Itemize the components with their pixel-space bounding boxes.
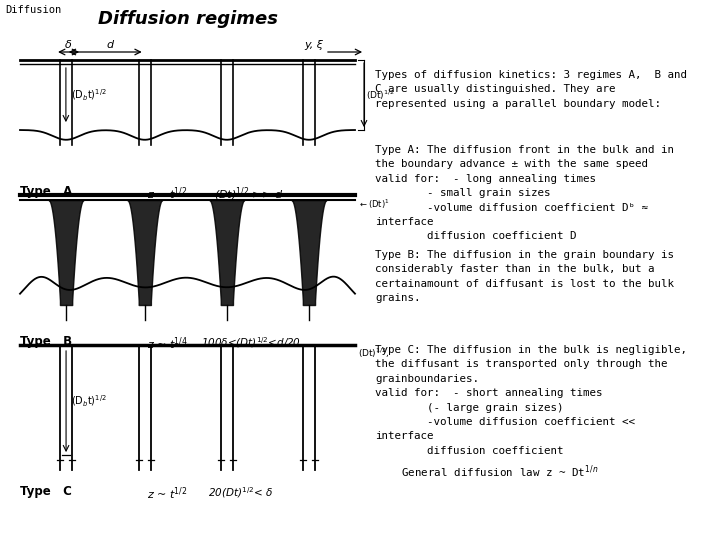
Text: Diffusion: Diffusion [5,5,61,15]
Text: Type A: The diffusion front in the bulk and in
the boundary advance ± with the s: Type A: The diffusion front in the bulk … [375,145,674,241]
Text: (Dt)$^{1/2}$,: (Dt)$^{1/2}$, [358,347,390,360]
Text: z ~ t$^{1/4}$: z ~ t$^{1/4}$ [148,335,188,352]
Text: Type   C: Type C [20,485,72,498]
Text: Type B: The diffusion in the grain boundary is
considerably faster than in the b: Type B: The diffusion in the grain bound… [375,250,674,303]
Text: $\leftarrow$(Dt)$^1$: $\leftarrow$(Dt)$^1$ [358,198,390,211]
Text: z ~ t$^{1/2}$: z ~ t$^{1/2}$ [148,185,187,201]
Text: 100δ<(Dt)$^{1/2}$<d/20: 100δ<(Dt)$^{1/2}$<d/20 [201,335,301,350]
Text: (D$_b$t)$^{1/2}$: (D$_b$t)$^{1/2}$ [71,87,107,103]
Text: y, ξ: y, ξ [304,40,323,50]
Text: (D$_b$t)$^{1/2}$: (D$_b$t)$^{1/2}$ [71,394,107,409]
Text: (Dt)$^{1/2}$: (Dt)$^{1/2}$ [366,89,395,102]
Text: Diffusion regimes: Diffusion regimes [97,10,277,28]
Text: δ: δ [66,40,72,50]
Text: (Dt)$^{1/2}$ >> d: (Dt)$^{1/2}$ >> d [215,185,284,202]
Text: d: d [107,40,114,50]
Text: Type   A: Type A [20,185,72,198]
Text: Type   B: Type B [20,335,72,348]
Text: 20(Dt)$^{1/2}$< δ: 20(Dt)$^{1/2}$< δ [207,485,273,500]
Text: Types of diffusion kinetics: 3 regimes A,  B and
C are usually distinguished. Th: Types of diffusion kinetics: 3 regimes A… [375,70,687,109]
Text: z ~ t$^{1/2}$: z ~ t$^{1/2}$ [148,485,187,502]
Text: Type C: The diffusion in the bulk is negligible,
the diffusant is transported on: Type C: The diffusion in the bulk is neg… [375,345,687,480]
